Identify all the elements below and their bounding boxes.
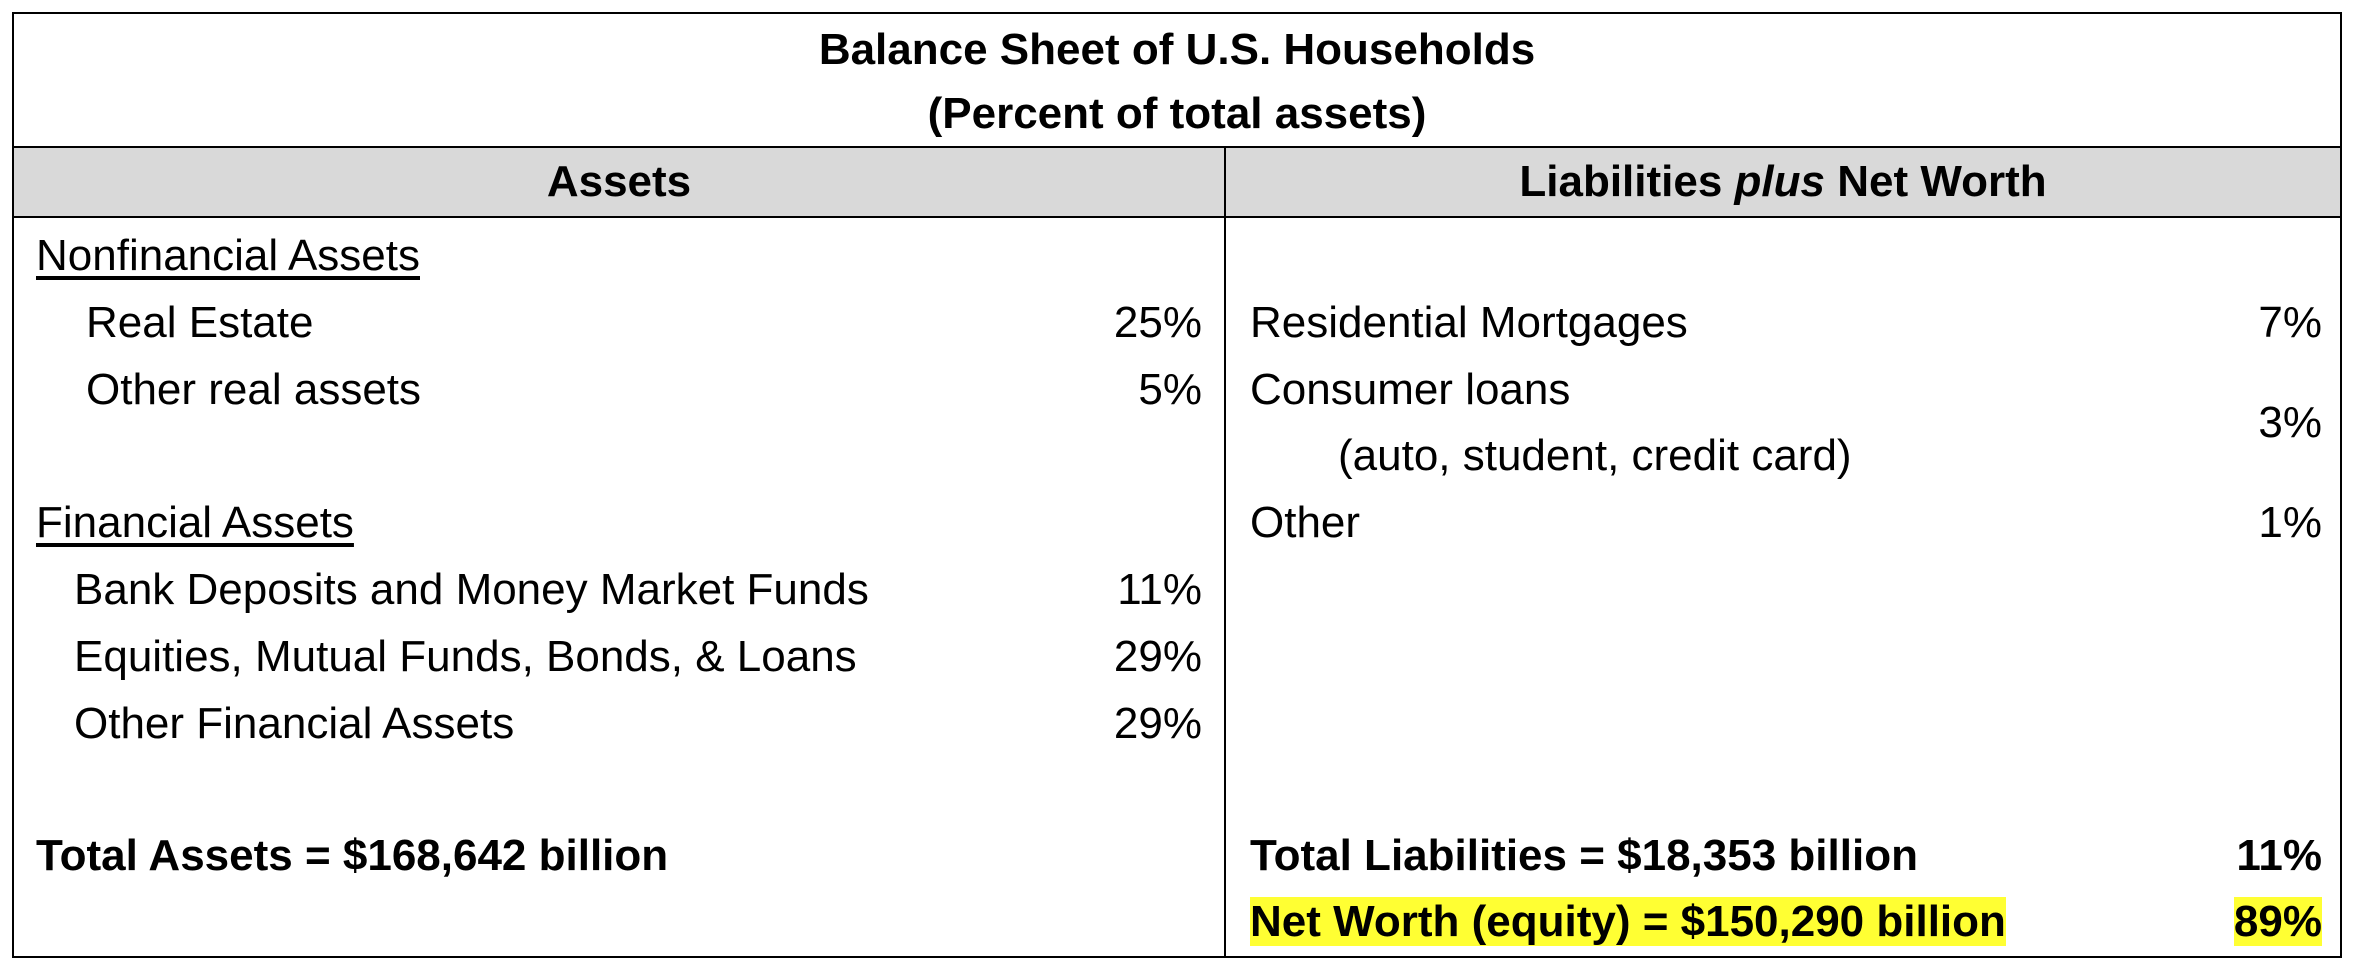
residential-mortgages-label: Residential Mortgages (1250, 298, 1688, 347)
table-title: Balance Sheet of U.S. Households (Percen… (14, 14, 2340, 148)
consumer-loans-sublabel: (auto, student, credit card) (1338, 431, 1852, 480)
equities-label: Equities, Mutual Funds, Bonds, & Loans (74, 632, 857, 681)
title-line-2: (Percent of total assets) (927, 89, 1427, 138)
other-real-assets-label: Other real assets (86, 365, 422, 414)
other-liabilities-value: 1% (2258, 498, 2322, 547)
liabilities-header-plus: plus (1734, 157, 1825, 206)
nonfinancial-assets-heading: Nonfinancial Assets (36, 231, 420, 280)
consumer-loans-value: 3% (2258, 398, 2322, 447)
liabilities-header-part2: Net Worth (1825, 157, 2047, 206)
consumer-loans-label: Consumer loans (1250, 365, 1571, 414)
column-divider (1224, 148, 1226, 958)
liabilities-column-header: Liabilities plus Net Worth (1226, 148, 2340, 216)
total-liabilities-label: Total Liabilities = $18,353 billion (1250, 831, 1918, 880)
balance-sheet-table: Balance Sheet of U.S. Households (Percen… (12, 12, 2342, 958)
net-worth-value: 89% (2233, 897, 2322, 946)
other-financial-assets-value: 29% (1113, 699, 1202, 748)
column-header-row: Assets Liabilities plus Net Worth (14, 148, 2340, 218)
equities-value: 29% (1113, 632, 1202, 681)
total-liabilities-value: 11% (2236, 831, 2322, 880)
title-line-1: Balance Sheet of U.S. Households (818, 25, 1536, 74)
real-estate-value: 25% (1113, 298, 1202, 347)
real-estate-label: Real Estate (86, 298, 314, 347)
bank-deposits-value: 11% (1117, 565, 1202, 614)
residential-mortgages-value: 7% (2258, 298, 2322, 347)
net-worth-value-wrap: 89% (2134, 894, 2322, 950)
other-real-assets-value: 5% (1138, 365, 1202, 414)
bank-deposits-label: Bank Deposits and Money Market Funds (74, 565, 869, 614)
net-worth-label-wrap: Net Worth (equity) = $150,290 billion (1250, 894, 2006, 950)
assets-column-header: Assets (546, 157, 692, 206)
financial-assets-heading: Financial Assets (36, 498, 354, 547)
total-assets: Total Assets = $168,642 billion (36, 831, 669, 880)
other-financial-assets-label: Other Financial Assets (74, 699, 515, 748)
other-liabilities-label: Other (1250, 498, 1361, 547)
liabilities-header-part1: Liabilities (1519, 157, 1735, 206)
net-worth-label: Net Worth (equity) = $150,290 billion (1250, 897, 2006, 946)
